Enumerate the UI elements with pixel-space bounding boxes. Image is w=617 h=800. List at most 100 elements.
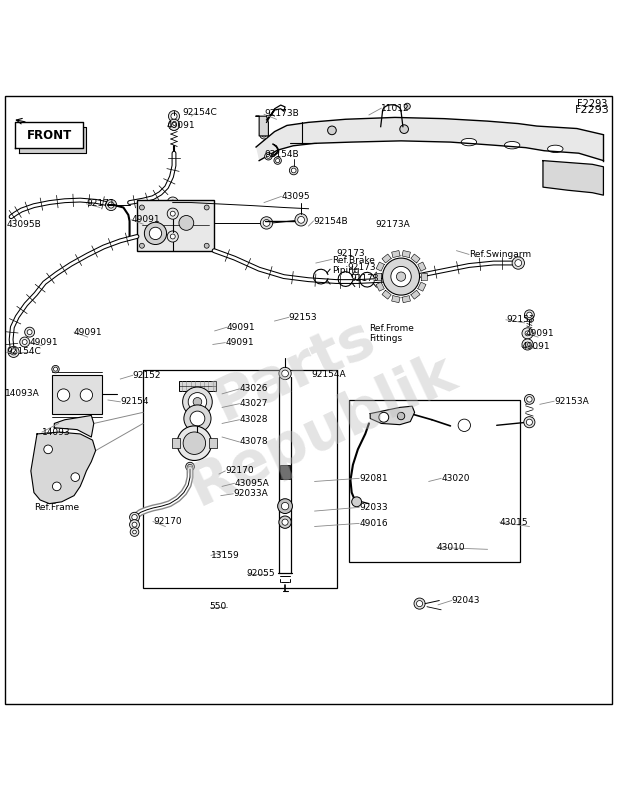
Circle shape — [396, 272, 406, 282]
Circle shape — [44, 445, 52, 454]
Polygon shape — [376, 282, 384, 291]
Bar — [143, 370, 337, 587]
Circle shape — [188, 464, 193, 469]
Circle shape — [190, 411, 205, 426]
Text: 92170: 92170 — [153, 517, 181, 526]
Text: 14093A: 14093A — [5, 390, 39, 398]
Text: 43026: 43026 — [239, 384, 268, 394]
Circle shape — [188, 393, 207, 411]
Circle shape — [133, 530, 136, 534]
Polygon shape — [411, 254, 420, 263]
Polygon shape — [392, 296, 400, 302]
Polygon shape — [418, 282, 426, 291]
Text: 43095A: 43095A — [234, 478, 269, 488]
Text: 92171: 92171 — [86, 199, 115, 208]
Circle shape — [139, 243, 144, 248]
Circle shape — [177, 426, 212, 461]
Circle shape — [281, 370, 289, 377]
Circle shape — [168, 119, 180, 130]
Circle shape — [274, 157, 281, 164]
Circle shape — [291, 168, 296, 173]
Circle shape — [328, 126, 336, 134]
Circle shape — [186, 462, 194, 471]
Polygon shape — [54, 415, 94, 437]
Polygon shape — [402, 250, 410, 258]
Polygon shape — [256, 118, 603, 161]
Text: 92153: 92153 — [506, 315, 534, 324]
Circle shape — [263, 219, 270, 226]
Ellipse shape — [462, 138, 476, 146]
Text: 92154C: 92154C — [6, 347, 41, 356]
Circle shape — [204, 243, 209, 248]
Circle shape — [297, 217, 305, 223]
Circle shape — [168, 110, 180, 122]
Polygon shape — [418, 262, 426, 271]
Circle shape — [170, 234, 175, 239]
Circle shape — [57, 389, 70, 402]
Text: 14093: 14093 — [42, 427, 70, 437]
Circle shape — [458, 419, 470, 431]
Text: 49091: 49091 — [30, 338, 58, 346]
Circle shape — [204, 205, 209, 210]
Circle shape — [416, 601, 423, 606]
Bar — [172, 438, 180, 448]
Polygon shape — [370, 406, 415, 425]
Polygon shape — [421, 273, 427, 280]
Polygon shape — [402, 296, 410, 302]
Circle shape — [52, 366, 59, 373]
Circle shape — [20, 337, 30, 347]
Ellipse shape — [505, 142, 520, 149]
Circle shape — [414, 598, 425, 609]
Circle shape — [171, 113, 177, 119]
Circle shape — [352, 497, 362, 506]
Ellipse shape — [565, 167, 583, 178]
Text: 49091: 49091 — [131, 215, 160, 224]
Circle shape — [167, 197, 178, 208]
Text: 49016: 49016 — [359, 519, 387, 528]
Text: FRONT: FRONT — [27, 129, 72, 142]
Circle shape — [278, 498, 292, 514]
Circle shape — [397, 412, 405, 420]
Circle shape — [130, 520, 139, 530]
Circle shape — [276, 158, 280, 162]
Text: 92033A: 92033A — [233, 490, 268, 498]
Text: 92154A: 92154A — [312, 370, 346, 378]
Circle shape — [80, 389, 93, 402]
Polygon shape — [376, 262, 384, 271]
Circle shape — [526, 419, 532, 426]
Circle shape — [267, 154, 270, 158]
Text: 43027: 43027 — [239, 399, 268, 408]
Polygon shape — [411, 290, 420, 299]
Bar — [280, 466, 290, 479]
Circle shape — [193, 398, 202, 406]
Text: 92173: 92173 — [336, 250, 365, 258]
Text: 49091: 49091 — [167, 121, 195, 130]
FancyBboxPatch shape — [445, 406, 502, 445]
Text: Ref.Swingarm: Ref.Swingarm — [469, 250, 531, 259]
Circle shape — [167, 231, 178, 242]
Circle shape — [184, 405, 211, 432]
Text: Ref.Frame: Ref.Frame — [34, 503, 79, 513]
Circle shape — [130, 512, 139, 522]
Circle shape — [71, 473, 80, 482]
Bar — [137, 200, 214, 250]
Circle shape — [260, 217, 273, 229]
Circle shape — [379, 412, 389, 422]
Circle shape — [383, 258, 420, 295]
Text: F2293: F2293 — [575, 105, 610, 115]
Polygon shape — [543, 161, 603, 195]
Text: 49091: 49091 — [526, 329, 554, 338]
Text: 49091: 49091 — [227, 322, 255, 332]
Text: 43095B: 43095B — [6, 220, 41, 230]
Text: 92154B: 92154B — [313, 217, 348, 226]
Text: 550: 550 — [210, 602, 227, 611]
Circle shape — [183, 387, 212, 417]
Circle shape — [282, 519, 288, 526]
Text: 92173B: 92173B — [264, 109, 299, 118]
Polygon shape — [19, 127, 86, 153]
Text: 43095: 43095 — [281, 192, 310, 201]
Circle shape — [8, 346, 19, 358]
Circle shape — [183, 432, 205, 454]
Circle shape — [260, 130, 268, 139]
Circle shape — [522, 328, 533, 339]
